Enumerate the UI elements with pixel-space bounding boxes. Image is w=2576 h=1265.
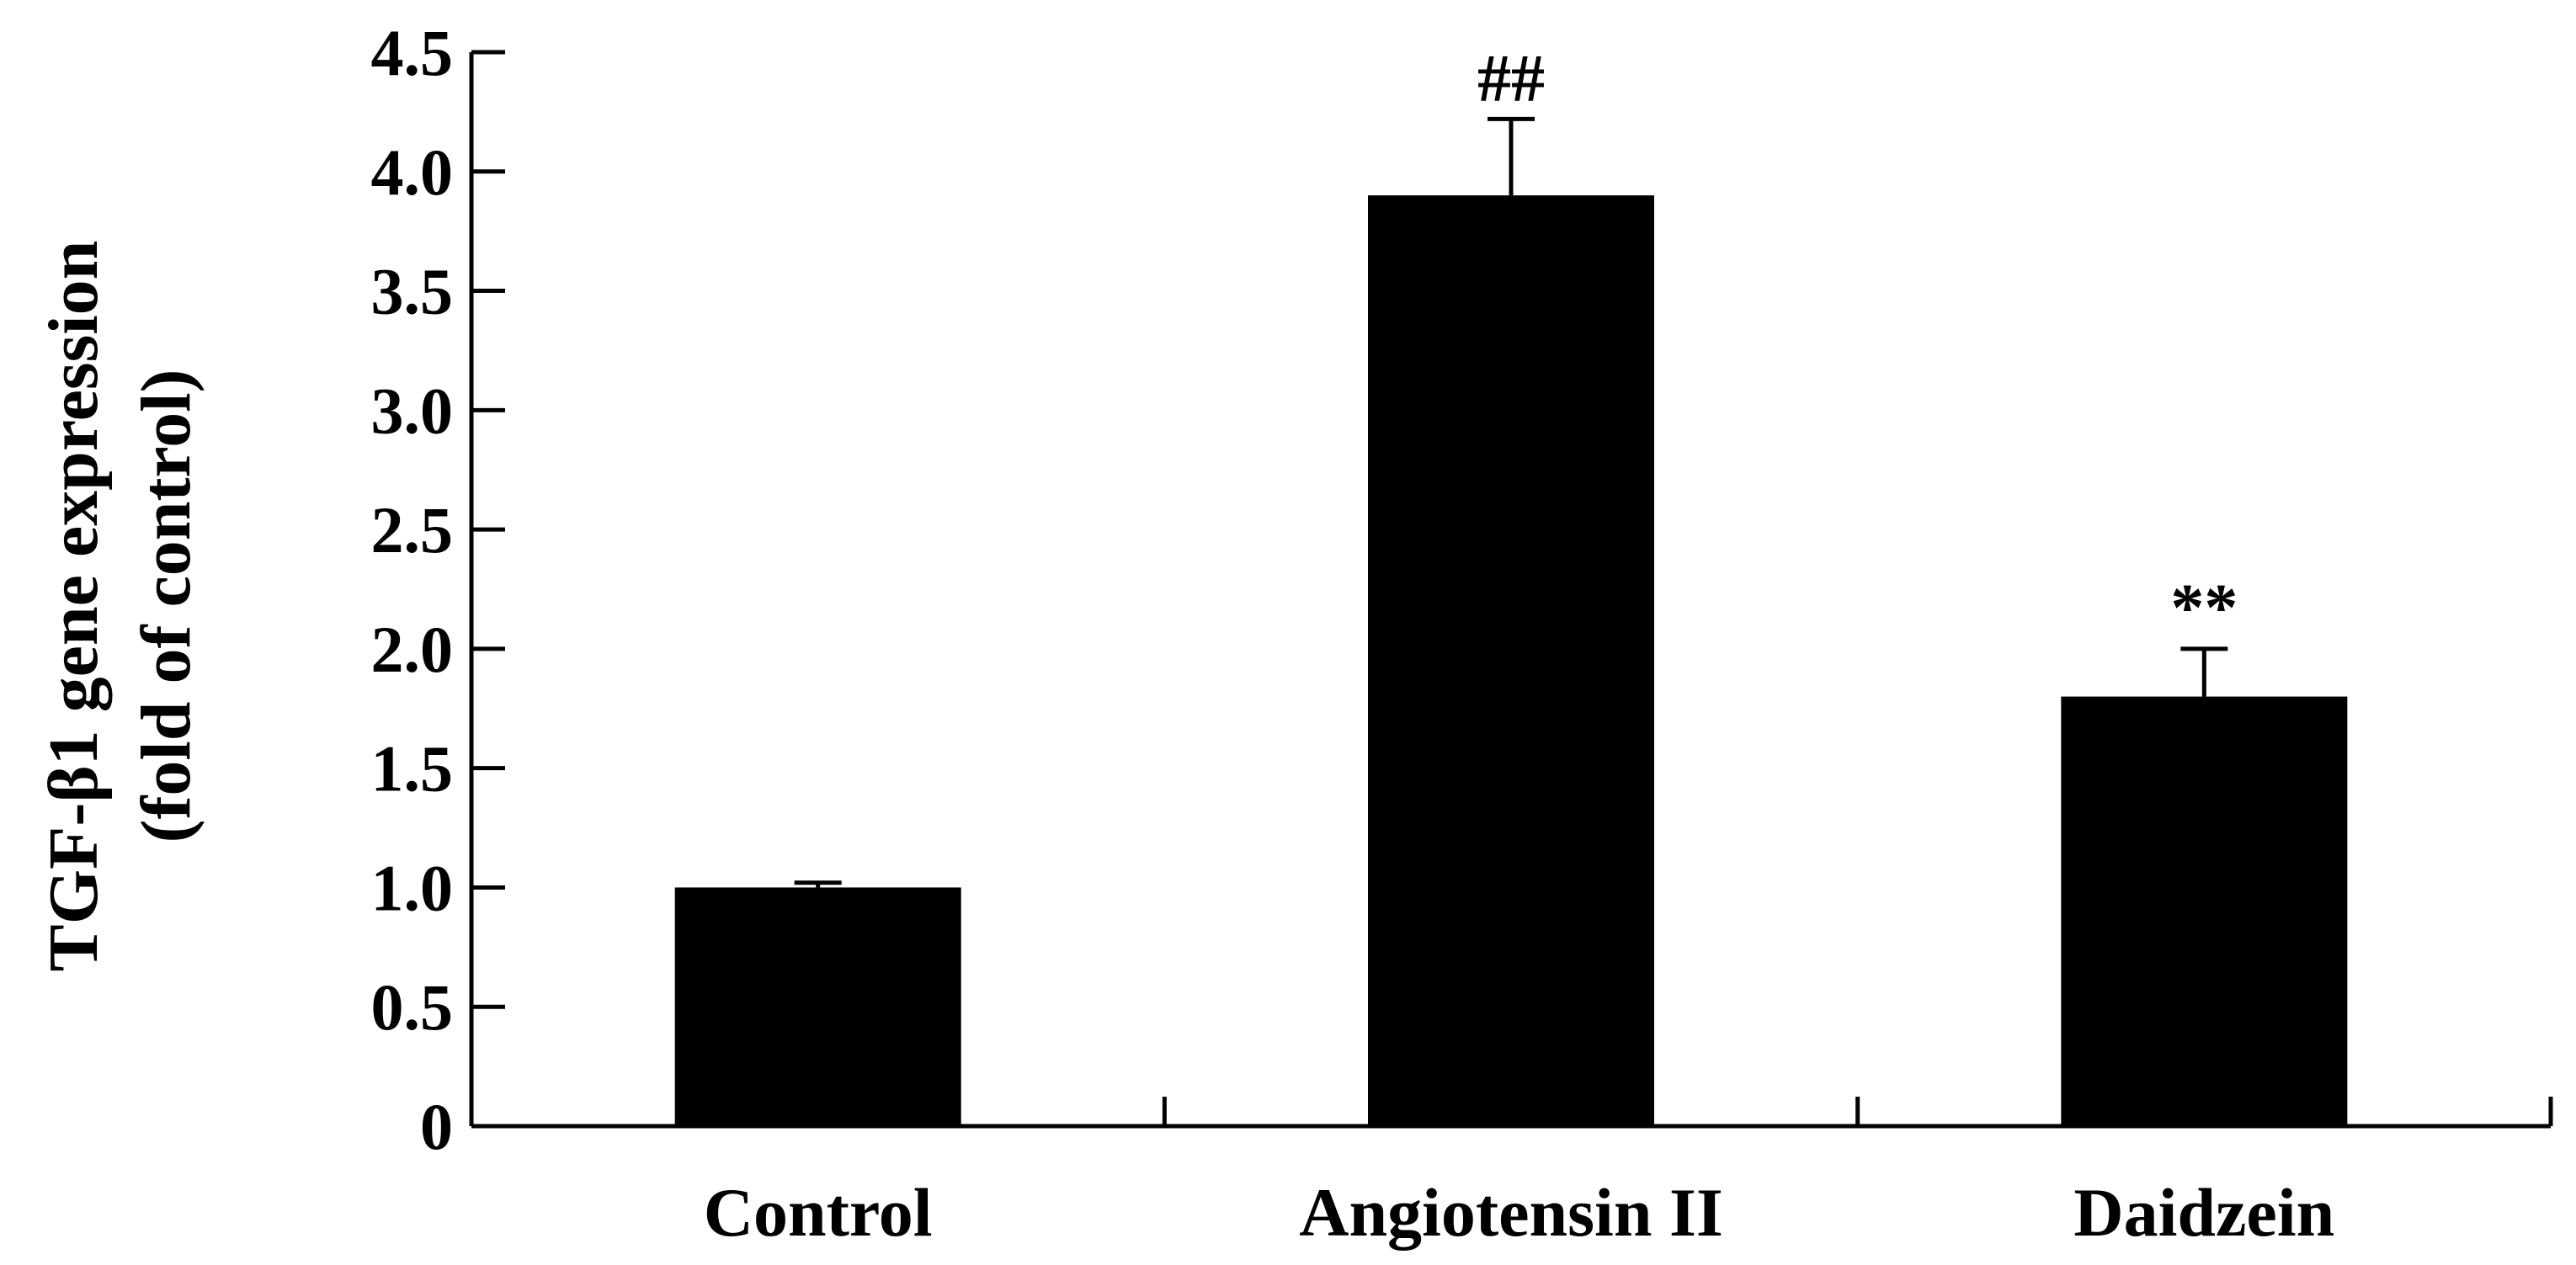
y-tick-label: 4.0: [371, 136, 454, 209]
y-tick-label: 1.5: [371, 732, 454, 805]
y-tick-label: 2.0: [371, 613, 454, 686]
bar-angiotensin-ii: [1368, 195, 1654, 1127]
y-tick-label: 0: [420, 1090, 453, 1163]
y-ticks: 0 0.5 1.0 1.5 2.0 2.5 3.0 3.5 4.0 4.5: [371, 16, 505, 1163]
bar-control: [674, 887, 961, 1126]
x-tick-label: Angiotensin II: [1299, 1174, 1723, 1251]
bars: ## **: [674, 41, 2348, 1127]
y-axis-label: TGF-β1 gene expression (fold of control): [35, 241, 205, 972]
x-tick-label: Daidzein: [2073, 1174, 2334, 1251]
y-axis-label-line-1: TGF-β1 gene expression: [35, 241, 113, 972]
y-tick-label: 0.5: [371, 970, 454, 1044]
y-tick-label: 2.5: [371, 493, 454, 566]
significance-marker: ##: [1477, 41, 1545, 115]
x-tick-label: Control: [704, 1174, 933, 1251]
y-tick-label: 1.0: [371, 851, 454, 924]
y-tick-label: 3.0: [371, 374, 454, 447]
bar-daidzein: [2061, 696, 2348, 1126]
significance-marker: **: [2170, 571, 2238, 646]
y-tick-label: 3.5: [371, 255, 454, 328]
y-axis-label-line-2: (fold of control): [127, 369, 205, 842]
y-tick-label: 4.5: [371, 16, 454, 89]
x-tick-labels: Control Angiotensin II Daidzein: [704, 1174, 2334, 1251]
